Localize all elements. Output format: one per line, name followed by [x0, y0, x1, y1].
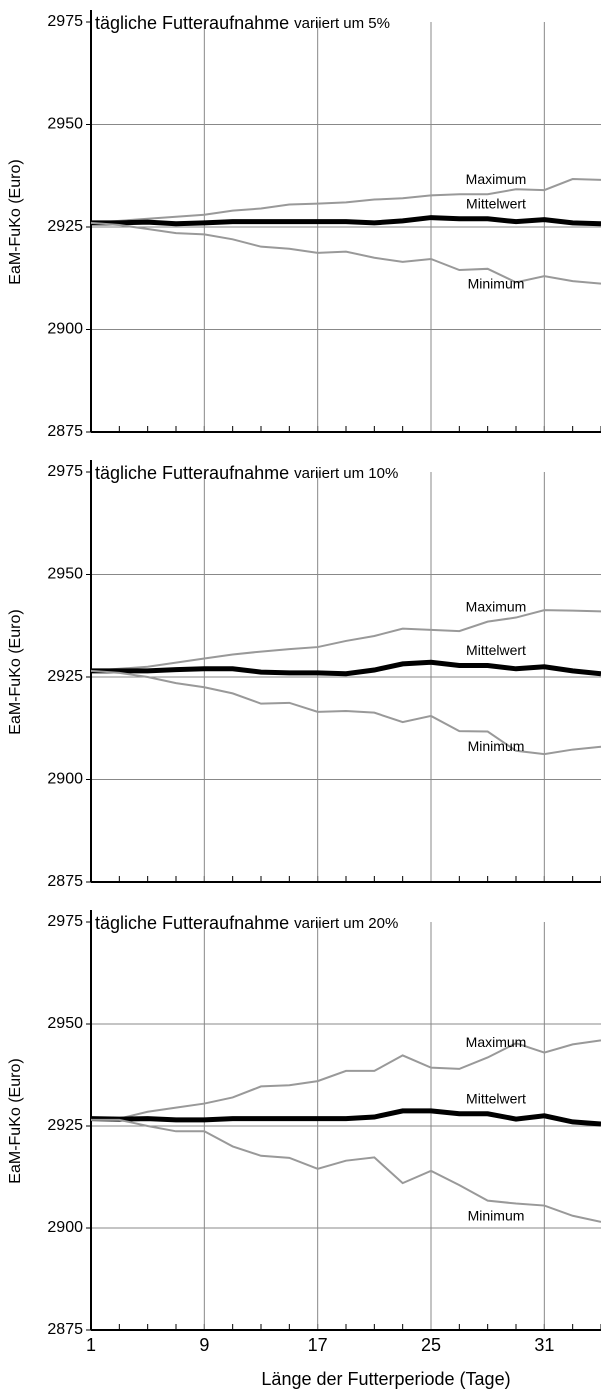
title-main: tägliche Futteraufnahme — [95, 463, 289, 483]
series-label: Mittelwert — [466, 196, 526, 212]
y-tick-label: 2925 — [47, 218, 83, 235]
series-label: Mittelwert — [466, 1090, 526, 1106]
series-label: Minimum — [468, 276, 525, 292]
y-tick-label: 2875 — [47, 423, 83, 440]
series-line — [91, 221, 601, 285]
y-tick-label: 2925 — [47, 1117, 83, 1134]
x-axis-label: Länge der Futterperiode (Tage) — [261, 1369, 510, 1389]
y-tick-label: 2900 — [47, 771, 83, 788]
title-sub: variiert um 20% — [294, 915, 398, 932]
series-label: Minimum — [468, 738, 525, 754]
y-tick-label: 2925 — [47, 668, 83, 685]
x-tick-label: 1 — [86, 1335, 96, 1355]
x-tick-label: 25 — [421, 1335, 441, 1355]
series-line — [91, 1108, 601, 1127]
chart-title: tägliche Futteraufnahme variiert um 20% — [95, 913, 398, 933]
series-line — [91, 669, 601, 756]
x-tick-label: 9 — [199, 1335, 209, 1355]
series-label: Mittelwert — [466, 642, 526, 658]
title-main: tägliche Futteraufnahme — [95, 913, 289, 933]
chart-title: tägliche Futteraufnahme variiert um 5% — [95, 13, 390, 33]
x-tick-label: 31 — [534, 1335, 554, 1355]
title-sub: variiert um 10% — [294, 465, 398, 482]
title-sub: variiert um 5% — [294, 15, 390, 32]
y-tick-label: 2900 — [47, 1219, 83, 1236]
y-tick-label: 2975 — [47, 463, 83, 480]
series-label: Minimum — [468, 1207, 525, 1223]
series-line — [91, 215, 601, 227]
series-line — [91, 1118, 601, 1223]
series-label: Maximum — [466, 1034, 527, 1050]
series-label: Maximum — [466, 171, 527, 187]
y-tick-label: 2875 — [47, 1321, 83, 1338]
y-tick-label: 2950 — [47, 566, 83, 583]
series-line — [91, 609, 601, 672]
y-tick-label: 2975 — [47, 13, 83, 30]
y-axis-label: EaM-FuKo (Euro) — [7, 609, 24, 734]
y-tick-label: 2900 — [47, 321, 83, 338]
y-tick-label: 2950 — [47, 116, 83, 133]
x-tick-label: 17 — [308, 1335, 328, 1355]
y-axis-label: EaM-FuKo (Euro) — [7, 159, 24, 284]
title-main: tägliche Futteraufnahme — [95, 13, 289, 33]
chart-title: tägliche Futteraufnahme variiert um 10% — [95, 463, 398, 483]
y-axis-label: EaM-FuKo (Euro) — [7, 1058, 24, 1183]
y-tick-label: 2875 — [47, 873, 83, 890]
y-tick-label: 2975 — [47, 913, 83, 930]
series-line — [91, 1039, 601, 1120]
y-tick-label: 2950 — [47, 1015, 83, 1032]
series-line — [91, 659, 601, 677]
series-label: Maximum — [466, 598, 527, 614]
series-line — [91, 178, 601, 224]
